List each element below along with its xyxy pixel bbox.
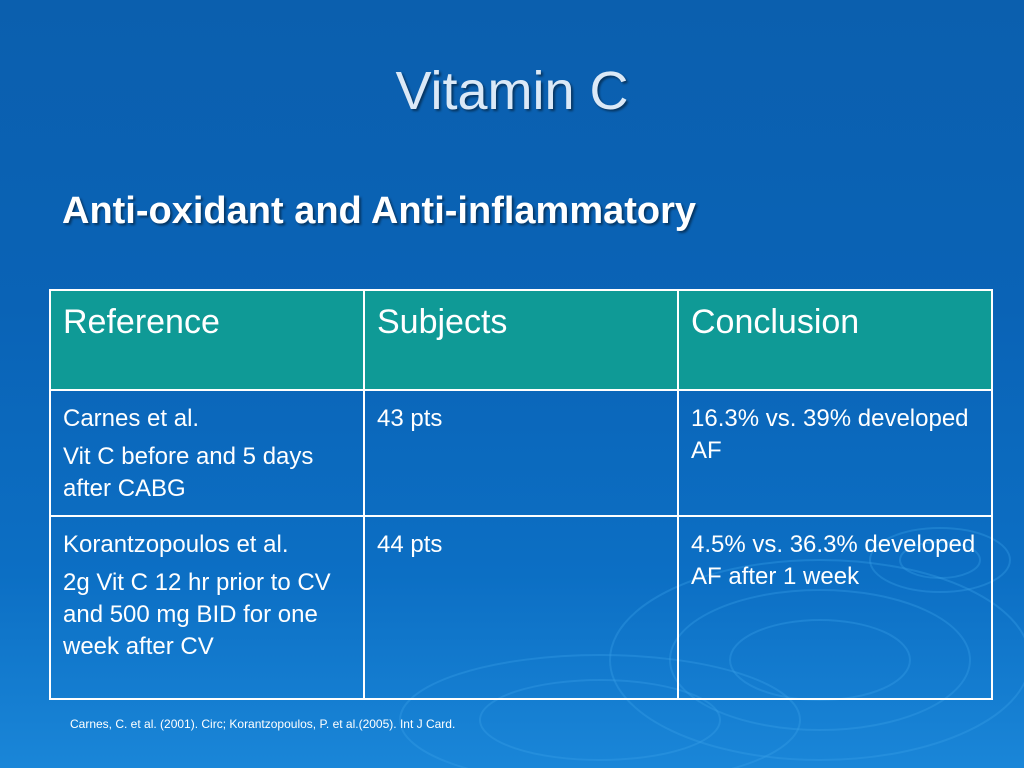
table-row: Carnes et al. Vit C before and 5 days af…: [49, 389, 993, 517]
reference-author: Korantzopoulos et al.: [63, 531, 289, 558]
conclusion-cell: 4.5% vs. 36.3% developed AF after 1 week: [677, 515, 993, 700]
table-header-row: Reference Subjects Conclusion: [49, 289, 993, 391]
header-reference: Reference: [49, 289, 365, 391]
header-conclusion: Conclusion: [677, 289, 993, 391]
reference-author: Carnes et al.: [63, 405, 200, 432]
reference-cell: Carnes et al. Vit C before and 5 days af…: [49, 389, 365, 517]
slide-subtitle: Anti-oxidant and Anti-inflammatory: [62, 190, 697, 232]
reference-detail: 2g Vit C 12 hr prior to CV and 500 mg BI…: [63, 569, 331, 660]
reference-detail: Vit C before and 5 days after CABG: [63, 443, 314, 502]
subjects-cell: 43 pts: [363, 389, 679, 517]
conclusion-cell: 16.3% vs. 39% developed AF: [677, 389, 993, 517]
table-row: Korantzopoulos et al. 2g Vit C 12 hr pri…: [49, 515, 993, 700]
study-table: Reference Subjects Conclusion Carnes et …: [49, 289, 993, 700]
reference-cell: Korantzopoulos et al. 2g Vit C 12 hr pri…: [49, 515, 365, 700]
slide-title: Vitamin C: [395, 61, 629, 121]
citation-footnote: Carnes, C. et al. (2001). Circ; Korantzo…: [70, 717, 456, 731]
subjects-cell: 44 pts: [363, 515, 679, 700]
header-subjects: Subjects: [363, 289, 679, 391]
